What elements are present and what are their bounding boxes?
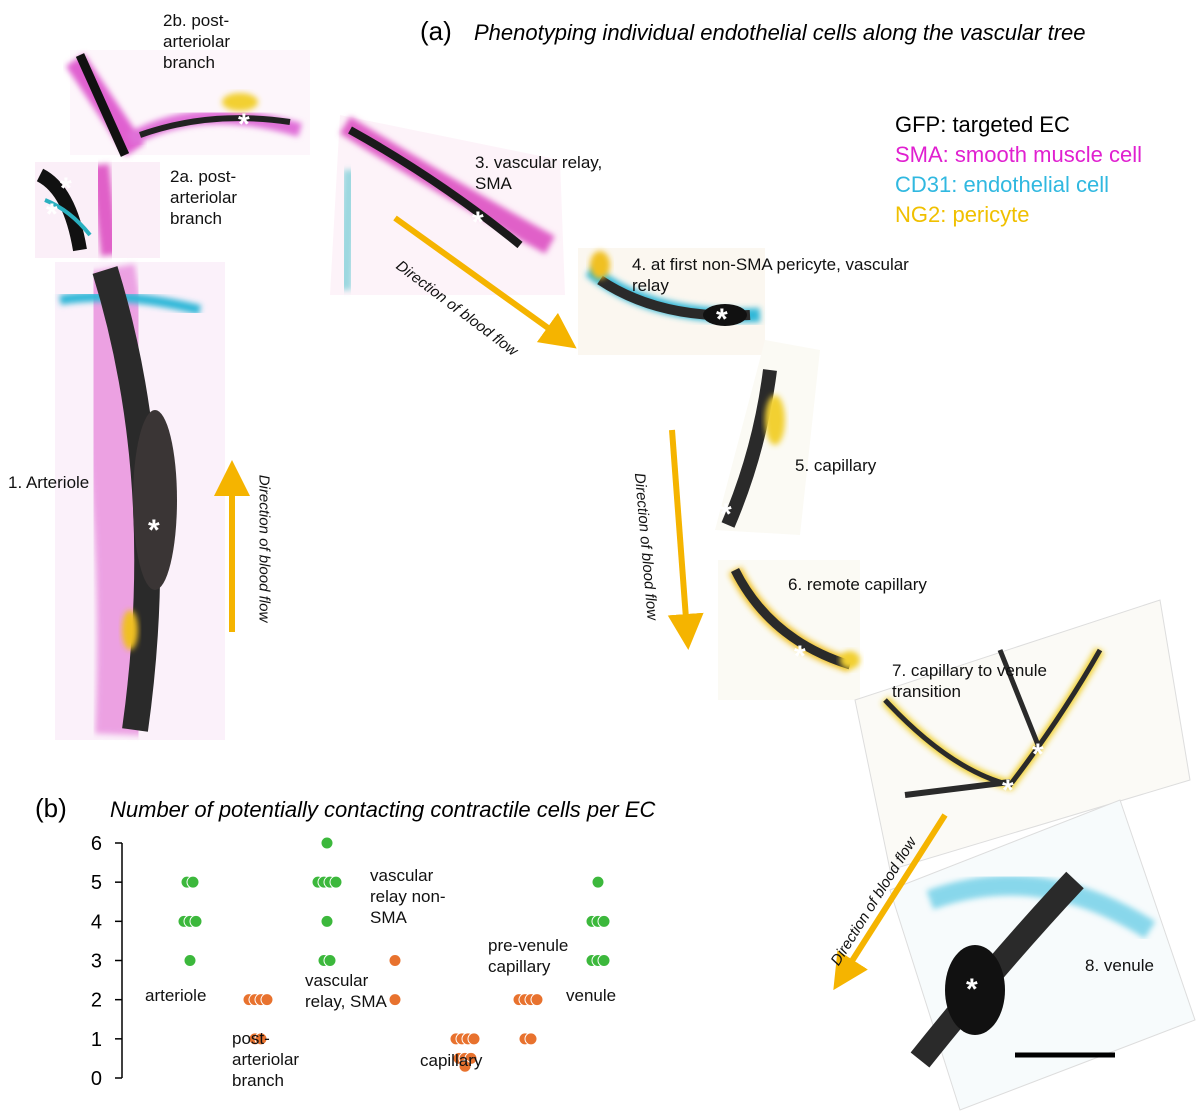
label-7: 7. capillary to venule transition [892, 660, 1102, 702]
data-dot [321, 915, 333, 927]
data-dot [184, 955, 196, 967]
panel-a-letter: (a) [420, 16, 452, 46]
panel-a-title: Phenotyping individual endothelial cells… [474, 20, 1086, 45]
label-6: 6. remote capillary [788, 574, 927, 595]
cell-marker: * [716, 305, 728, 335]
y-tick-label: 2 [91, 990, 102, 1012]
cell-marker: * [238, 110, 250, 140]
y-tick-label: 5 [91, 872, 102, 894]
y-tick-label: 1 [91, 1029, 102, 1051]
data-dot [525, 1033, 537, 1045]
data-dot [261, 994, 273, 1006]
data-dot [389, 955, 401, 967]
label-2b: 2b. post-arteriolar branch [163, 10, 263, 73]
y-tick-label: 0 [91, 1068, 102, 1090]
label-8: 8. venule [1085, 955, 1154, 976]
panel-b-letter: (b) [35, 793, 67, 823]
flow-arrow [672, 430, 687, 632]
data-dot [187, 876, 199, 888]
data-dot [598, 915, 610, 927]
cell-marker: * [46, 200, 58, 230]
y-tick-label: 4 [91, 911, 102, 933]
cell-marker: * [966, 975, 978, 1005]
label-5: 5. capillary [795, 455, 876, 476]
figure: (a) Phenotyping individual endothelial c… [0, 0, 1198, 1120]
category-label: capillary [420, 1050, 520, 1071]
data-dot [598, 955, 610, 967]
legend-entry: GFP: targeted EC [895, 112, 1070, 138]
data-dot [321, 837, 333, 849]
category-label: pre-venule capillary [488, 935, 588, 977]
category-label: venule [566, 985, 646, 1006]
data-dot [190, 915, 202, 927]
data-dot [468, 1033, 480, 1045]
cell-marker: * [148, 516, 160, 546]
data-dot [531, 994, 543, 1006]
cell-marker: * [1032, 740, 1044, 770]
cell-marker: * [60, 174, 72, 204]
cell-marker: * [794, 642, 806, 672]
category-label: post-arteriolar branch [232, 1028, 312, 1091]
cell-marker: * [472, 208, 484, 238]
cell-marker: * [720, 500, 732, 530]
data-dot [324, 955, 336, 967]
category-label: vascular relay, SMA [305, 970, 395, 1012]
label-1: 1. Arteriole [8, 472, 89, 493]
label-2a: 2a. post-arteriolar branch [170, 166, 270, 229]
label-3: 3. vascular relay, SMA [475, 152, 615, 194]
legend-entry: NG2: pericyte [895, 202, 1030, 228]
data-dot [592, 876, 604, 888]
panel-b-title: Number of potentially contacting contrac… [110, 797, 655, 822]
category-label: arteriole [145, 985, 235, 1006]
y-tick-label: 6 [91, 833, 102, 855]
cell-marker: * [1002, 776, 1014, 806]
micrograph-7 [855, 600, 1190, 870]
data-dot [330, 876, 342, 888]
category-label: vascular relay non-SMA [370, 865, 470, 928]
y-tick-label: 3 [91, 951, 102, 973]
label-4: 4. at first non-SMA pericyte, vascular r… [632, 254, 932, 296]
flow-label: Direction of blood flow [255, 475, 272, 623]
legend-entry: SMA: smooth muscle cell [895, 142, 1142, 168]
micrograph-1 [55, 262, 225, 740]
micrograph-3 [330, 115, 565, 295]
legend-entry: CD31: endothelial cell [895, 172, 1109, 198]
